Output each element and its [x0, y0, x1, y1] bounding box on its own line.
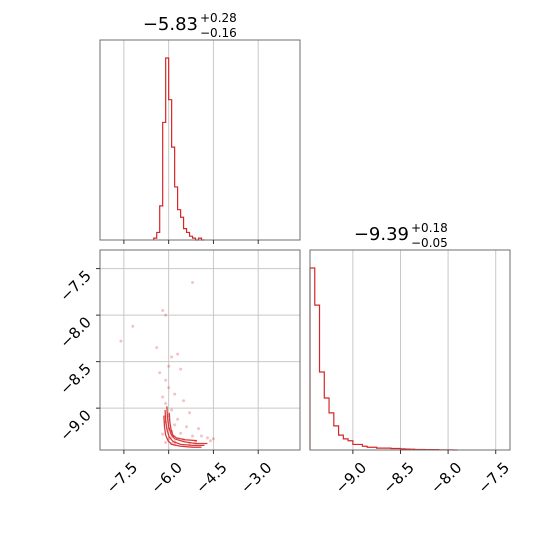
scatter-point [170, 355, 174, 359]
scatter-point [176, 352, 180, 356]
tick-label-x-2: −4.5 [192, 459, 230, 497]
scatter-point [185, 425, 189, 429]
ticks-bottom-right: −9.0 −8.5 −8.0 −7.5 [332, 450, 513, 497]
scatter-point [158, 371, 162, 375]
scatter-point [211, 437, 215, 441]
scatter-point [167, 364, 171, 368]
tick-label-y-3: −9.0 [56, 406, 94, 444]
frame-top-left [99, 39, 301, 241]
scatter-point [164, 313, 168, 317]
scatter-point [182, 399, 186, 403]
scatter-point [205, 436, 209, 440]
frame-bottom-right [309, 249, 511, 451]
scatter-point [208, 439, 212, 443]
scatter-point [161, 308, 165, 312]
scatter-point [164, 378, 168, 382]
tick-label-x-0: −7.5 [103, 459, 141, 497]
tick-label-x-3: −7.5 [475, 459, 513, 497]
scatter-point [164, 441, 168, 445]
ticks-bottom-left: −7.5 −6.0 −4.5 −3.0−7.5−8.0−8.5−9.0 [56, 267, 275, 497]
tick-label-x-0: −9.0 [332, 459, 370, 497]
grid-bottom-right [352, 250, 497, 450]
scatter-point [173, 423, 177, 427]
grid-top-left [123, 40, 259, 240]
tick-label-x-3: −3.0 [237, 459, 275, 497]
title-param-1-median: −5.83 [143, 14, 198, 35]
title-param-2-median: −9.39 [354, 224, 409, 245]
panel-top-left: −5.83 +0.28 −0.16 [99, 11, 301, 244]
contour-line-1 [164, 409, 205, 446]
tick-label-x-2: −8.0 [427, 459, 465, 497]
scatter-point [131, 324, 135, 328]
tick-label-y-1: −8.0 [56, 313, 94, 351]
title-param-1-minus: −0.16 [200, 26, 237, 40]
tick-label-y-2: −8.5 [56, 360, 94, 398]
tick-label-y-0: −7.5 [56, 267, 94, 305]
scatter-points [119, 281, 215, 446]
grid-bottom-left [100, 250, 300, 450]
scatter-point [161, 395, 165, 399]
tick-label-x-1: −6.0 [147, 459, 185, 497]
scatter-point [199, 434, 203, 438]
scatter-point [161, 432, 165, 436]
scatter-point [164, 401, 168, 405]
scatter-point [191, 434, 195, 438]
title-param-2-minus: −0.05 [411, 236, 448, 250]
scatter-point [179, 431, 183, 435]
scatter-point [176, 417, 180, 421]
frame-bottom-left [99, 249, 301, 451]
contour-line-3 [163, 415, 202, 448]
title-param-2-plus: +0.18 [411, 221, 448, 235]
scatter-point [188, 411, 192, 415]
scatter-point [191, 281, 195, 285]
scatter-point [155, 346, 159, 350]
contour-lines [163, 406, 208, 448]
scatter-point [179, 367, 183, 371]
ticks-top-left [123, 240, 259, 244]
scatter-point [167, 386, 171, 390]
scatter-point [170, 408, 174, 412]
contour-line-2 [168, 412, 198, 442]
panel-bottom-left: −7.5 −6.0 −4.5 −3.0−7.5−8.0−8.5−9.0 [56, 249, 301, 497]
contour-line-0 [166, 406, 208, 445]
scatter-point [173, 392, 177, 396]
histogram-param-2 [309, 267, 458, 451]
panel-bottom-right: −9.0 −8.5 −8.0 −7.5 −9.39 +0.18 −0.05 [309, 221, 513, 497]
scatter-point [197, 427, 201, 431]
histogram-param-1 [153, 57, 205, 241]
tick-label-x-1: −8.5 [379, 459, 417, 497]
scatter-point [119, 339, 123, 343]
title-param-1-plus: +0.28 [200, 11, 237, 25]
